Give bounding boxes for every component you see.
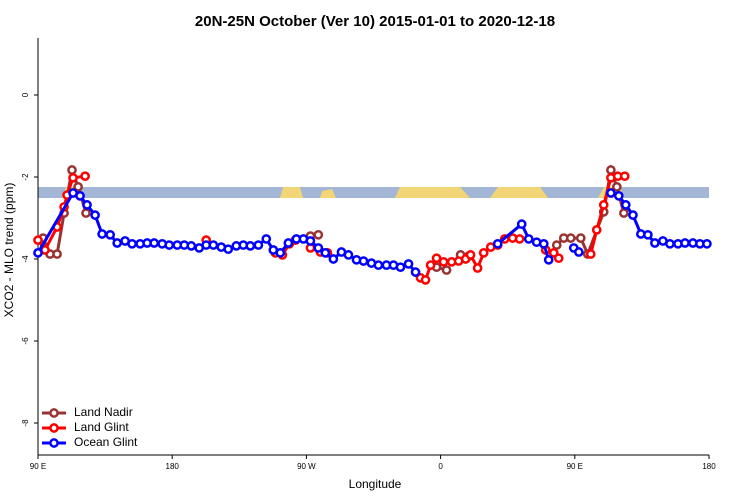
y-tick-label: -4	[21, 255, 30, 263]
x-tick-label: 0	[438, 462, 443, 471]
data-point	[598, 200, 609, 210]
data-point	[82, 200, 92, 210]
data-point	[628, 210, 638, 220]
data-point	[283, 238, 294, 248]
data-point	[313, 229, 324, 240]
data-point	[613, 191, 624, 201]
x-tick-label: 90 E	[567, 462, 583, 471]
data-point	[478, 248, 489, 258]
data-point	[343, 250, 354, 260]
data-point	[395, 262, 406, 273]
data-point	[492, 238, 503, 249]
data-point	[186, 241, 197, 251]
data-point	[606, 165, 616, 175]
data-point	[75, 191, 85, 201]
x-axis-label: Longitude	[349, 477, 402, 491]
data-point	[543, 254, 554, 265]
y-tick-label: -8	[21, 419, 30, 427]
data-point	[373, 260, 384, 271]
legend-marker	[49, 438, 59, 448]
data-point	[97, 229, 107, 239]
data-point	[261, 234, 272, 244]
data-point	[619, 171, 630, 182]
legend-marker	[49, 423, 59, 433]
data-point	[52, 249, 62, 259]
data-point	[320, 248, 331, 258]
data-point	[472, 263, 483, 273]
data-point	[553, 253, 564, 264]
data-point	[67, 165, 77, 175]
data-point	[438, 257, 449, 267]
data-point	[523, 234, 534, 244]
y-tick-label: 0	[21, 92, 30, 97]
data-point	[90, 210, 100, 220]
data-point	[620, 200, 631, 210]
data-point	[112, 238, 123, 248]
data-point	[403, 259, 414, 269]
data-point	[441, 265, 452, 275]
x-tick-label: 90 W	[297, 462, 316, 471]
data-point	[149, 238, 160, 248]
data-point	[538, 238, 549, 249]
data-point	[81, 208, 91, 218]
data-point	[619, 208, 629, 218]
data-point	[410, 267, 421, 277]
data-point	[643, 229, 653, 240]
data-point	[650, 238, 660, 248]
data-point	[591, 225, 602, 235]
data-point	[275, 248, 286, 258]
data-point	[253, 240, 264, 250]
data-point	[305, 236, 316, 246]
y-tick-label: -2	[21, 173, 30, 181]
data-point	[313, 243, 324, 253]
data-point	[33, 235, 43, 245]
data-point	[208, 240, 219, 250]
legend-label: Land Glint	[74, 420, 129, 434]
legend-label: Land Nadir	[74, 405, 133, 419]
data-point	[551, 240, 562, 250]
x-tick-label: 180	[166, 462, 180, 471]
data-point	[680, 238, 690, 248]
data-point	[465, 250, 476, 260]
data-point	[245, 241, 256, 251]
data-point	[328, 254, 339, 264]
data-point	[33, 248, 43, 258]
data-point	[105, 229, 116, 240]
data-point	[516, 219, 527, 230]
data-point	[611, 181, 622, 192]
x-tick-label: 90 E	[30, 462, 46, 471]
y-axis-label: XCO2 - MLO trend (ppm)	[2, 183, 16, 318]
data-point	[420, 275, 431, 285]
data-point	[164, 240, 175, 250]
data-point	[425, 260, 436, 271]
data-point	[358, 256, 369, 266]
x-tick-label: 180	[702, 462, 716, 471]
y-tick-label: -6	[21, 337, 30, 345]
data-point	[665, 238, 675, 249]
data-point	[573, 247, 584, 257]
data-point	[127, 238, 137, 249]
data-point	[606, 188, 616, 198]
legend-label: Ocean Glint	[74, 435, 138, 449]
data-point	[585, 249, 596, 259]
data-point	[223, 244, 234, 255]
legend-marker	[49, 408, 59, 418]
chart-title: 20N-25N October (Ver 10) 2015-01-01 to 2…	[195, 13, 555, 30]
data-point	[565, 233, 576, 243]
data-point	[80, 171, 90, 182]
data-point	[514, 234, 525, 244]
data-point	[68, 172, 78, 183]
data-point	[702, 238, 712, 249]
data-point	[575, 233, 586, 243]
data-point	[431, 253, 442, 264]
data-point	[73, 181, 83, 192]
